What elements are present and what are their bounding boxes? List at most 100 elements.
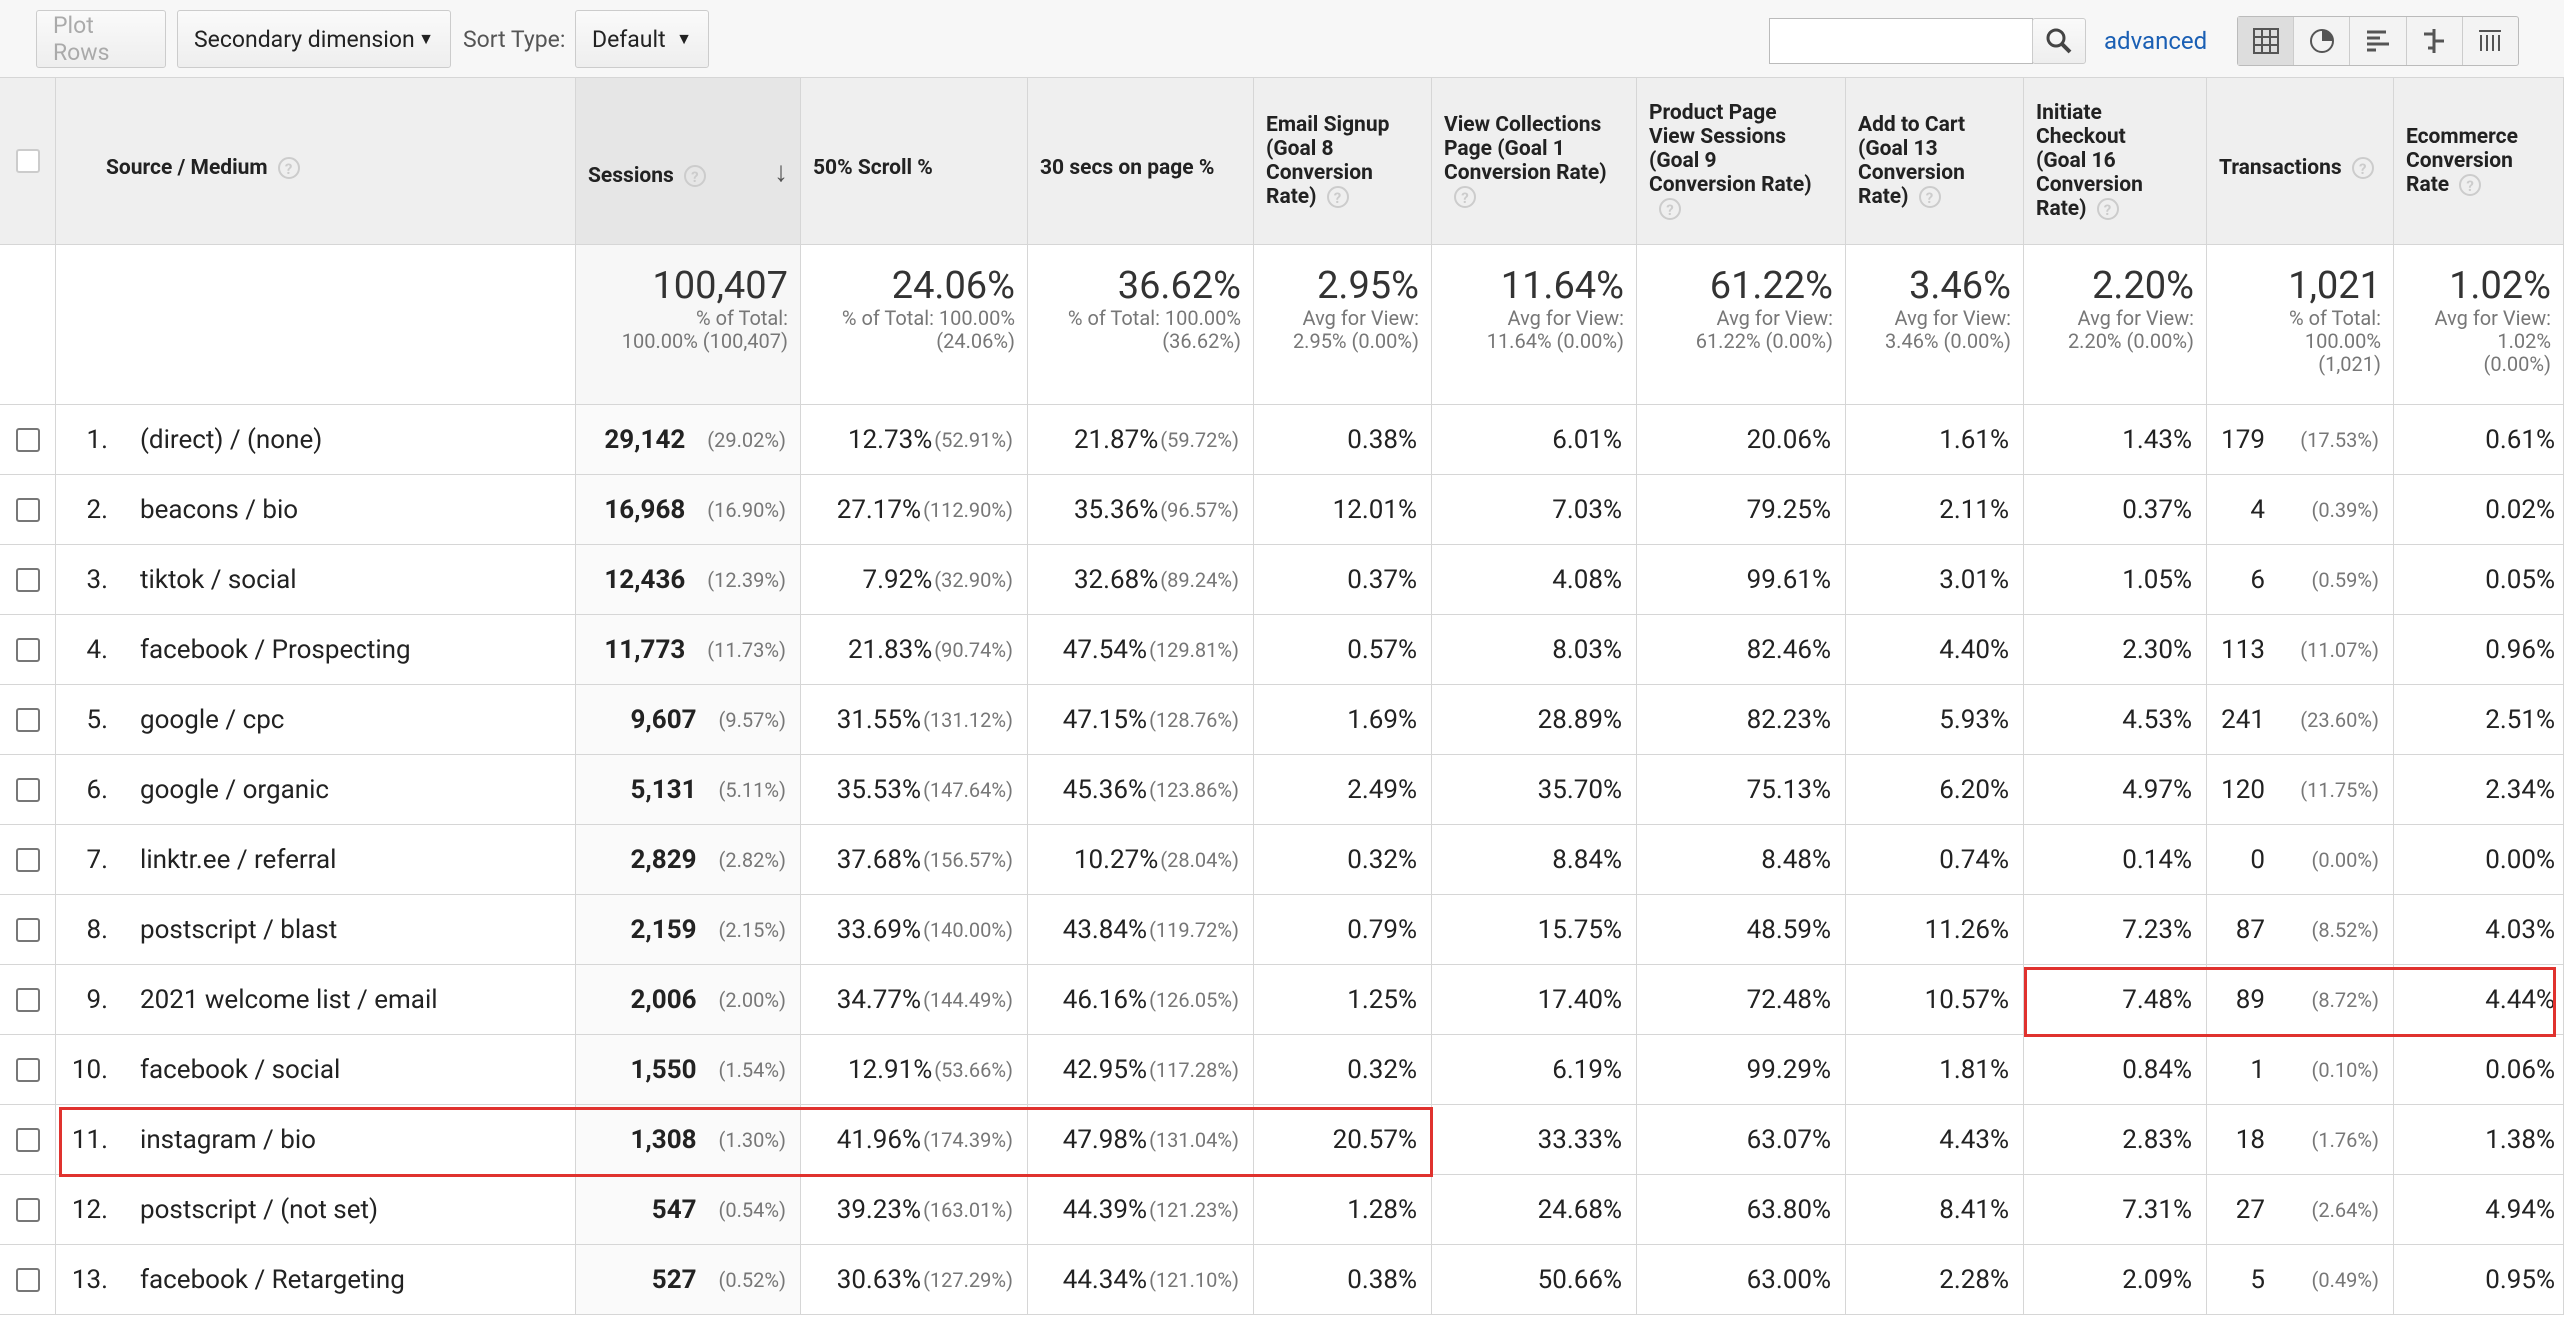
metric-value: 527 <box>651 1264 697 1295</box>
total-value: 11.64% <box>1500 264 1624 308</box>
metric-percent: (127.29%) <box>923 1267 1013 1292</box>
metric-value: 241 <box>2221 704 2265 735</box>
header-line: (Goal 8 <box>1266 137 1334 161</box>
rate-cell: 2.28% <box>1846 1245 2024 1315</box>
metric-value: 2.51% <box>2485 704 2555 735</box>
caret: ▼ <box>418 29 434 48</box>
row-index: 11. <box>71 1124 108 1155</box>
header-text: Transactions? <box>2219 156 2374 180</box>
metric-value: 3.01% <box>1939 564 2009 595</box>
metric-value: 2.49% <box>1347 774 1417 805</box>
metric-value: 7.48% <box>2122 984 2192 1015</box>
header-cell: Initiate Checkout (Goal 16 Conversion Rate)? <box>2024 78 2207 245</box>
metric-percent: (126.05%) <box>1149 987 1239 1012</box>
checkbox[interactable] <box>15 149 40 173</box>
checkbox[interactable] <box>15 497 40 522</box>
checkbox[interactable] <box>15 637 40 662</box>
metric-value: 63.80% <box>1746 1194 1831 1225</box>
metric-percent: (8.52%) <box>2311 917 2379 942</box>
checkbox[interactable] <box>15 707 40 732</box>
metric-value: 5.93% <box>1939 704 2009 735</box>
metric-value: 4.43% <box>1939 1124 2009 1155</box>
source-medium-cell: 5. google / cpc <box>56 685 576 755</box>
metric-percent: (1.76%) <box>2311 1127 2379 1152</box>
total-sub: 2.95% (0.00%) <box>1292 329 1419 353</box>
source-medium-cell: 4. facebook / Prospecting <box>56 615 576 685</box>
search-button[interactable] <box>2032 18 2086 64</box>
sessions-cell: 1,550 (1.54%) <box>576 1035 801 1105</box>
help-icon: ? <box>1454 186 1476 209</box>
header-cell: 50% Scroll % <box>801 78 1028 245</box>
source-medium-cell: 3. tiktok / social <box>56 545 576 615</box>
table-view-button[interactable] <box>2238 17 2295 65</box>
header-cell: Ecommerce Conversion Rate? <box>2394 78 2564 245</box>
metric-value: 1,308 <box>630 1124 697 1155</box>
plot-rows-button[interactable]: Plot Rows <box>36 10 166 68</box>
help-icon: ? <box>1918 186 1941 209</box>
scroll-cell: 12.91% (53.66%) <box>801 1035 1028 1105</box>
metric-value: 75.13% <box>1746 774 1831 805</box>
ecommerce-rate-cell: 2.51% <box>2394 685 2564 755</box>
metric-value: 0.06% <box>2485 1054 2555 1085</box>
total-sub: 100.00% (100,407) <box>621 329 788 353</box>
compare-view-button[interactable] <box>2407 17 2463 65</box>
checkbox[interactable] <box>15 777 40 802</box>
total-sub: 1.02% <box>2497 329 2551 353</box>
checkbox[interactable] <box>15 567 40 592</box>
metric-value: 6.20% <box>1939 774 2009 805</box>
header-line: Product Page <box>1649 101 1777 125</box>
checkbox[interactable] <box>15 987 40 1012</box>
transactions-cell: 4 (0.39%) <box>2207 475 2394 545</box>
header-line: Add to Cart <box>1858 113 1966 137</box>
secondary-dimension-dropdown[interactable]: Secondary dimension ▼ <box>177 10 451 68</box>
metric-value: 4.03% <box>2485 914 2555 945</box>
checkbox[interactable] <box>15 917 40 942</box>
metric-value: 0.74% <box>1939 844 2009 875</box>
checkbox[interactable] <box>15 847 40 872</box>
metric-percent: (8.72%) <box>2311 987 2379 1012</box>
totals-cell: 1.02% Avg for View: 1.02% (0.00%) <box>2394 245 2564 405</box>
checkbox[interactable] <box>15 1127 40 1152</box>
totals-cell: 100,407% of Total: 100.00% (100,407) <box>576 245 801 405</box>
toolbar: Plot Rows Secondary dimension ▼ Sort Type… <box>0 0 2564 78</box>
metric-percent: (17.53%) <box>2300 427 2379 452</box>
rate-cell: 2.30% <box>2024 615 2207 685</box>
checkbox[interactable] <box>15 1057 40 1082</box>
sessions-cell: 11,773 (11.73%) <box>576 615 801 685</box>
row-select-cell <box>0 895 56 965</box>
advanced-link[interactable]: advanced <box>2104 27 2208 55</box>
rate-cell: 63.07% <box>1637 1105 1846 1175</box>
header-line: Rate? <box>2406 173 2518 197</box>
pie-view-button[interactable] <box>2294 17 2351 65</box>
metric-value: 1 <box>2250 1054 2265 1085</box>
pivot-view-button[interactable] <box>2463 17 2518 65</box>
metric-percent: (144.49%) <box>923 987 1013 1012</box>
checkbox[interactable] <box>15 1197 40 1222</box>
row-select-cell <box>0 755 56 825</box>
header-text: Ecommerce Conversion Rate? <box>2406 125 2518 197</box>
rate-cell: 11.26% <box>1846 895 2024 965</box>
checkbox[interactable] <box>15 1267 40 1292</box>
header-line: Source / Medium? <box>106 156 300 180</box>
source-medium: linktr.ee / referral <box>140 844 337 875</box>
row-index: 12. <box>71 1194 108 1225</box>
sessions-cell: 2,829 (2.82%) <box>576 825 801 895</box>
source-medium-cell: 7. linktr.ee / referral <box>56 825 576 895</box>
metric-value: 6.19% <box>1552 1054 1622 1085</box>
compare-icon <box>2424 29 2445 53</box>
header-line: (Goal 9 <box>1649 149 1717 173</box>
metric-value: 99.29% <box>1746 1054 1831 1085</box>
search-input[interactable] <box>1769 18 2033 64</box>
sort-type-dropdown[interactable]: Default ▼ <box>575 10 709 68</box>
metric-value: 82.23% <box>1746 704 1831 735</box>
metric-value: 4.97% <box>2122 774 2192 805</box>
bar-view-button[interactable] <box>2350 17 2407 65</box>
metric-value: 4.44% <box>2485 984 2555 1015</box>
metric-value: 1.05% <box>2122 564 2192 595</box>
checkbox[interactable] <box>15 427 40 452</box>
header-line: 30 secs on page % <box>1040 156 1215 180</box>
help-icon: ? <box>277 157 300 180</box>
header-line: Conversion <box>1266 161 1373 185</box>
source-medium-cell: 9. 2021 welcome list / email <box>56 965 576 1035</box>
header-line: Initiate <box>2036 101 2102 125</box>
